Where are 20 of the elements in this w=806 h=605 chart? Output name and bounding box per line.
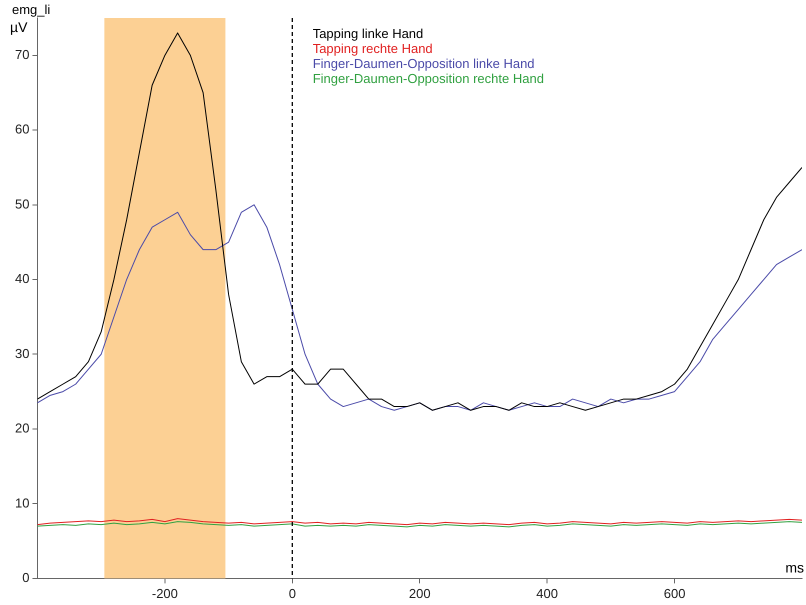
x-tick-label: 400 — [536, 586, 558, 601]
x-axis-title: ms — [785, 559, 804, 576]
y-tick-label: 30 — [14, 346, 30, 361]
y-tick-label: 40 — [14, 271, 30, 286]
y-tick-label: 20 — [14, 420, 30, 436]
y-tick-label: 60 — [14, 122, 30, 137]
x-tick-label: 200 — [408, 586, 431, 601]
y-tick-label: 70 — [14, 46, 30, 62]
y-tick-label: 0 — [22, 570, 30, 585]
x-tick-label: -200 — [152, 586, 178, 601]
y-tick-label: 50 — [14, 196, 30, 212]
chart-title: emg_li — [12, 2, 50, 17]
text: Tapping linke Hand — [312, 26, 424, 41]
x-tick-label: 600 — [664, 586, 686, 601]
y-tick-label: 10 — [14, 495, 30, 510]
x-tick-label: 0 — [288, 586, 296, 601]
text: Finger-Daumen-Opposition rechte Hand — [312, 71, 544, 86]
y-axis-title: µV — [10, 19, 28, 35]
text: Tapping rechte Hand — [312, 41, 433, 56]
text: Finger-Daumen-Opposition linke Hand — [312, 56, 535, 71]
